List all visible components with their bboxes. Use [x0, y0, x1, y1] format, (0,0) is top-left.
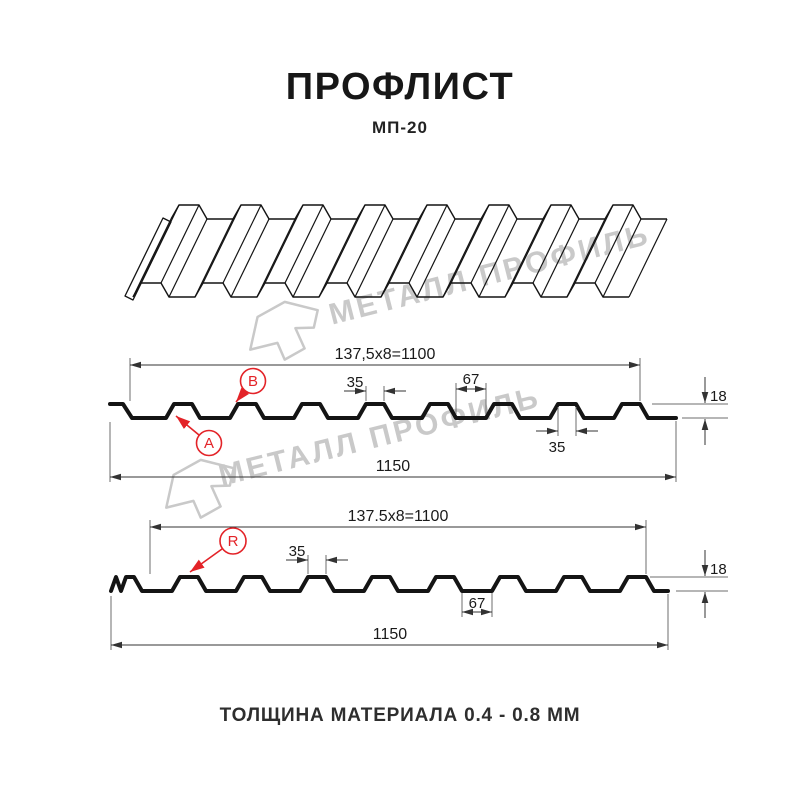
sheet-3d-line — [602, 218, 642, 298]
sheet-3d-line — [264, 204, 304, 284]
label-r-text: R — [228, 533, 239, 550]
dim-rib-base-width: 67 — [463, 371, 480, 388]
sheet-3d-line — [470, 204, 510, 284]
label-a-marker: A — [175, 415, 223, 457]
sheet-3d-line — [354, 218, 394, 298]
metall-profil-logo-icon — [249, 300, 319, 361]
label-b-marker: B — [235, 367, 267, 403]
sheet-3d-line — [388, 204, 428, 284]
sheet-3d-line — [318, 218, 358, 298]
sheet-3d-line — [504, 218, 544, 298]
sheet-3d-line — [628, 218, 668, 298]
sheet-3d-line — [292, 218, 332, 298]
sheet-3d-line — [478, 218, 518, 298]
sheet-3d-line — [284, 204, 324, 284]
sheet-3d-line — [574, 204, 614, 284]
sheet-3d-line — [594, 204, 634, 284]
sheet-3d-surface-fill — [133, 205, 667, 297]
dim-rib-top-width: 35 — [289, 543, 306, 560]
sheet-3d-line — [512, 204, 552, 284]
profile-bottom-outline — [109, 575, 670, 593]
label-a-text: A — [204, 435, 214, 452]
sheet-3d-line — [442, 218, 482, 298]
dim-profile-height: 18 — [710, 388, 727, 405]
sheet-3d-line — [380, 218, 420, 298]
label-b-text: B — [248, 373, 258, 390]
page-title: ПРОФЛИСТ — [285, 66, 515, 108]
sheet-3d-line — [540, 218, 580, 298]
sheet-3d-line — [132, 218, 172, 298]
dim-valley-width: 67 — [469, 595, 486, 612]
sheet-3d-line — [194, 218, 234, 298]
sheet-3d-line — [408, 204, 448, 284]
sheet-3d-line — [450, 204, 490, 284]
metall-profil-logo-icon — [165, 458, 235, 519]
profile-bottom-diagram: 137.5x8=1100 35 67 18 1150 — [109, 508, 728, 650]
profile-top-outline — [108, 402, 678, 420]
sheet-3d-drawing — [124, 204, 668, 301]
sheet-3d-surface — [133, 205, 667, 297]
sheet-3d-line — [160, 204, 200, 284]
sheet-3d-line — [256, 218, 296, 298]
sheet-3d-line — [168, 218, 208, 298]
sheet-3d-line — [346, 204, 386, 284]
sheet-3d-line — [532, 204, 572, 284]
sheet-3d-line — [566, 218, 606, 298]
sheet-3d-line — [416, 218, 456, 298]
dim-coverage-width-top: 137,5x8=1100 — [335, 346, 436, 363]
sheet-3d-line — [326, 204, 366, 284]
sheet-3d-near-edge — [132, 282, 629, 298]
dim-rib-top-width: 35 — [347, 374, 364, 391]
dim-coverage-width-bottom: 137.5x8=1100 — [348, 508, 449, 525]
dim-profile-height: 18 — [710, 561, 727, 578]
watermark-text: МЕТАЛЛ ПРОФИЛЬ — [216, 381, 544, 493]
sheet-3d-line — [230, 218, 270, 298]
label-r-marker: R — [189, 527, 247, 573]
dim-full-width-top: 1150 — [376, 458, 411, 475]
sheet-3d-line — [222, 204, 262, 284]
sheet-3d-line — [140, 204, 180, 284]
sheet-3d-line — [202, 204, 242, 284]
header: ПРОФЛИСТ МП-20 — [0, 66, 800, 138]
material-thickness-note: ТОЛЩИНА МАТЕРИАЛА 0.4 - 0.8 ММ — [219, 705, 581, 726]
page-subtitle: МП-20 — [372, 118, 428, 137]
profile-top-diagram: 137,5x8=1100 35 67 35 18 — [108, 346, 728, 482]
dim-full-width-bottom: 1150 — [373, 626, 408, 643]
dim-underside-width: 35 — [549, 439, 566, 456]
sheet-3d-far-edge — [170, 204, 667, 220]
